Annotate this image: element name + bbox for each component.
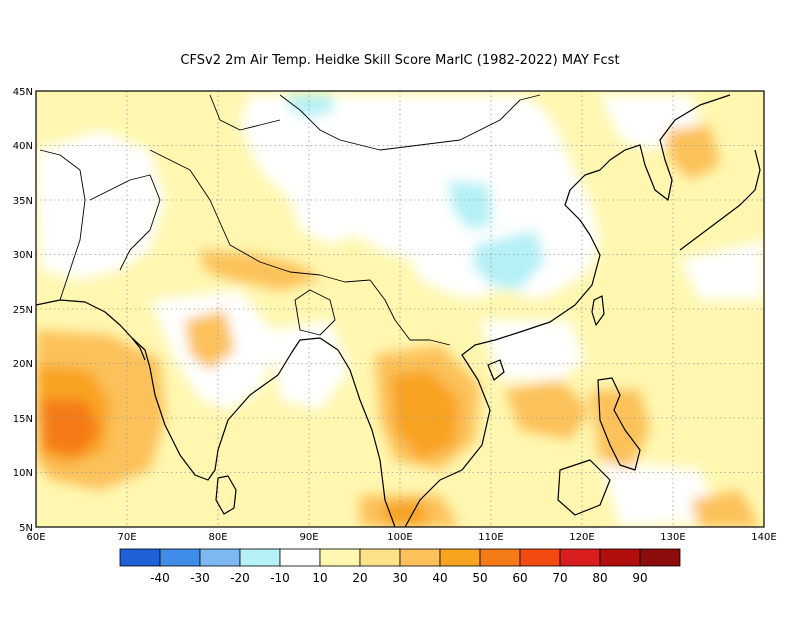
map-frame	[35, 90, 765, 528]
border-iran	[39, 149, 86, 301]
colorbar-swatch	[399, 548, 441, 567]
coastline-indochina	[404, 331, 521, 527]
border-kazakh-china	[209, 94, 281, 131]
colorbar-swatch	[119, 548, 161, 567]
colorbar-label: -40	[150, 571, 170, 585]
x-tick-label: 120E	[569, 532, 594, 543]
colorbar-swatch	[599, 548, 641, 567]
colorbar-label: 70	[552, 571, 567, 585]
field-neg-mongolia	[285, 95, 335, 118]
colorbar-swatch	[319, 548, 361, 567]
x-axis-labels: 60E 70E 80E 90E 100E 110E 120E 130E 140E	[26, 532, 776, 543]
colorbar-swatch	[639, 548, 681, 567]
x-tick-label: 80E	[208, 532, 227, 543]
field-white-ocean-south	[600, 460, 720, 527]
colorbar-swatch	[559, 548, 601, 567]
field-red-arabian	[40, 400, 100, 455]
colorbar: -40 -30 -20 -10 10 20 30 40 50 60 70 80 …	[119, 548, 681, 585]
y-tick-label: 45N	[13, 87, 33, 98]
field-dark-indochina	[390, 370, 460, 460]
colorbar-swatch	[159, 548, 201, 567]
gridlines	[36, 91, 764, 527]
field-orange-mid-india	[185, 310, 235, 370]
border-india-tibet	[149, 149, 371, 283]
y-tick-label: 5N	[19, 523, 33, 534]
field-orange-philippines	[590, 390, 650, 470]
field-neg-china	[472, 230, 545, 290]
coastline-japan	[679, 149, 761, 251]
x-tick-label: 110E	[478, 532, 503, 543]
coastline-china	[519, 149, 626, 333]
coastline-india	[131, 337, 339, 481]
colorbar-swatch	[359, 548, 401, 567]
border-afghan-pakistan	[89, 174, 161, 271]
border-tibet-china	[369, 279, 451, 346]
colorbar-swatch	[199, 548, 241, 567]
border-china-north	[279, 94, 541, 151]
field-white-west	[36, 130, 165, 280]
colorbar-label: -30	[190, 571, 210, 585]
y-tick-label: 20N	[13, 359, 33, 370]
x-tick-label: 60E	[26, 532, 45, 543]
islands-philippines	[597, 377, 641, 471]
coastlines-and-borders	[36, 94, 761, 527]
field-orange-korea	[665, 125, 720, 180]
colorbar-swatch	[479, 548, 521, 567]
y-tick-label: 40N	[13, 141, 33, 152]
field-orange-sumatra	[690, 490, 760, 527]
island-srilanka	[215, 475, 237, 515]
field-orange-scs-east	[505, 380, 590, 440]
island-taiwan	[591, 295, 605, 326]
coastline-myanmar	[337, 349, 396, 527]
border-bangladesh	[294, 289, 336, 336]
field-white-japan	[680, 240, 764, 300]
colorbar-label: 80	[592, 571, 607, 585]
colorbar-label: -10	[270, 571, 290, 585]
y-tick-label: 35N	[13, 196, 33, 207]
figure-title: CFSv2 2m Air Temp. Heidke Skill Score Ma…	[180, 53, 619, 68]
x-tick-label: 70E	[117, 532, 136, 543]
colorbar-label: -20	[230, 571, 250, 585]
coastline-korea-manchuria	[624, 94, 731, 201]
colorbar-swatch	[239, 548, 281, 567]
colorbar-label: 20	[352, 571, 367, 585]
y-tick-label: 10N	[13, 468, 33, 479]
x-tick-label: 130E	[660, 532, 685, 543]
y-axis-labels: 5N 10N 15N 20N 25N 30N 35N 40N 45N	[13, 87, 33, 534]
colorbar-label: 50	[472, 571, 487, 585]
colorbar-label: 40	[432, 571, 447, 585]
x-tick-label: 140E	[751, 532, 776, 543]
colorbar-swatch	[279, 548, 321, 567]
coastline-arabia-iran	[36, 299, 146, 361]
y-tick-label: 30N	[13, 250, 33, 261]
map-panel: 60E 70E 80E 90E 100E 110E 120E 130E 140E…	[13, 87, 777, 543]
y-tick-label: 15N	[13, 414, 33, 425]
field-white-bay	[270, 320, 350, 410]
colorbar-label: 10	[312, 571, 327, 585]
x-tick-label: 90E	[299, 532, 318, 543]
island-hainan	[487, 359, 505, 381]
colorbar-label: 30	[392, 571, 407, 585]
colorbar-swatch	[519, 548, 561, 567]
colorbar-label: 60	[512, 571, 527, 585]
x-tick-label: 100E	[387, 532, 412, 543]
island-borneo-north	[557, 459, 611, 516]
y-tick-label: 25N	[13, 305, 33, 316]
field-white-scs	[480, 320, 585, 380]
colorbar-label: 90	[632, 571, 647, 585]
field-neg-gobi	[448, 180, 492, 230]
skill-score-field	[36, 95, 764, 527]
colorbar-swatch	[439, 548, 481, 567]
field-orange-himalaya	[200, 250, 320, 290]
